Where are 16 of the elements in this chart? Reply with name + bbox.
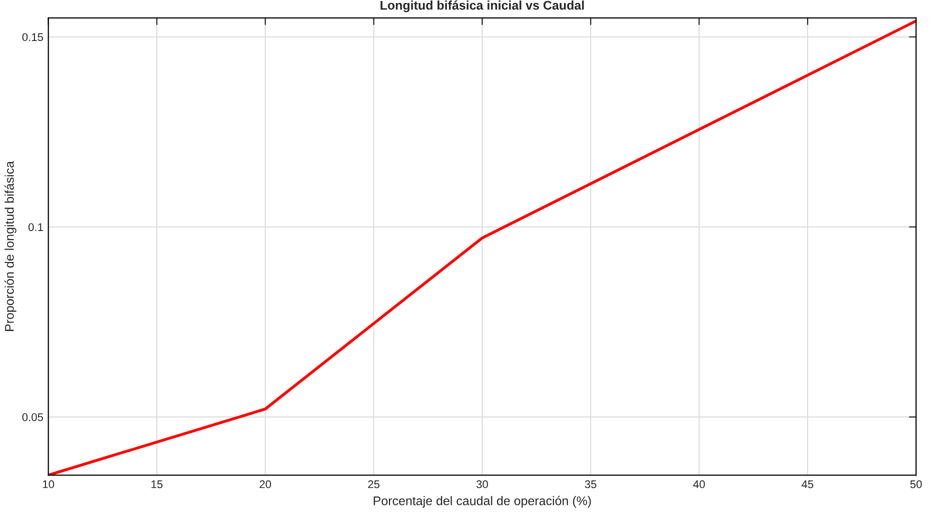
- x-tick-label: 50: [910, 480, 922, 488]
- x-tick-label: 20: [260, 480, 272, 488]
- x-tick-label: 45: [802, 480, 814, 488]
- y-tick-label: 0.15: [22, 33, 44, 42]
- x-tick-label: 30: [476, 480, 488, 488]
- y-tick-label: 0.05: [22, 413, 44, 422]
- y-axis-title: Proporción de longitud bifásica: [4, 161, 16, 331]
- x-axis-title: Porcentaje del caudal de operación (%): [374, 496, 591, 508]
- x-tick-label: 40: [693, 480, 705, 488]
- x-tick-label: 35: [584, 480, 596, 488]
- x-tick-label: 15: [151, 480, 163, 488]
- x-tick-label: 25: [368, 480, 380, 488]
- y-tick-label: 0.1: [28, 223, 43, 232]
- chart-title: Longitud bifásica inicial vs Caudal: [380, 0, 584, 12]
- line-series: [48, 20, 916, 476]
- x-tick-label: 10: [43, 480, 54, 488]
